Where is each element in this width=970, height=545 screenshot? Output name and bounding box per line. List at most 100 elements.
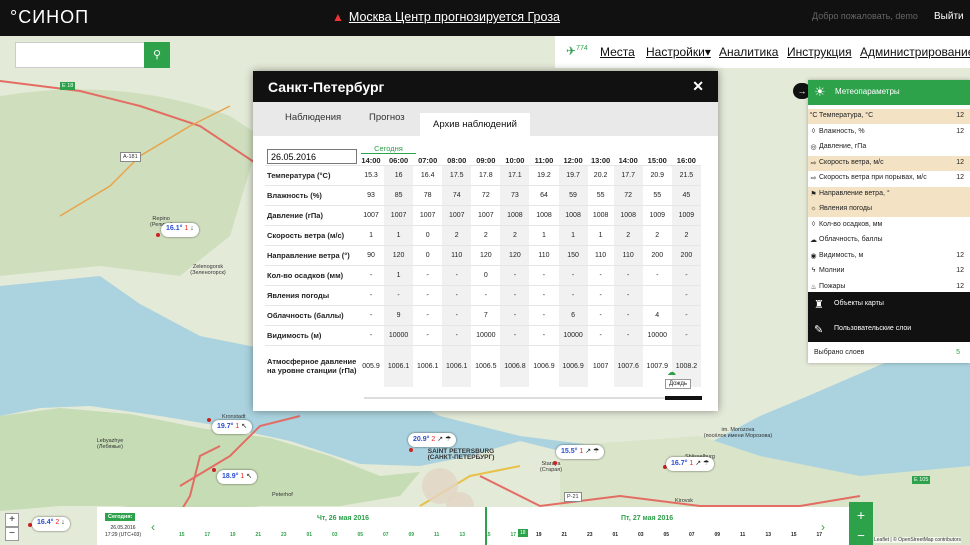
timeline-hour[interactable]: 17 xyxy=(816,532,823,538)
nav-places[interactable]: Места xyxy=(600,45,635,59)
scrollbar-thumb[interactable] xyxy=(665,396,702,400)
table-cell: - xyxy=(529,324,559,345)
station-dot[interactable] xyxy=(553,461,557,465)
panel-title: Метеопараметры xyxy=(835,87,900,96)
tab-archive[interactable]: Архив наблюдений xyxy=(420,113,530,136)
timeline-hour[interactable]: 09 xyxy=(714,532,721,538)
timeline-zoom-out-button[interactable]: − xyxy=(849,528,873,545)
close-icon[interactable]: ✕ xyxy=(692,78,704,94)
chevron-right-icon[interactable]: › xyxy=(821,520,825,534)
nav-instructions[interactable]: Инструкция xyxy=(787,45,852,59)
table-header-row: 14:00 06:00 07:00 08:00 09:00 10:00 11:0… xyxy=(265,154,701,165)
date-input[interactable] xyxy=(267,149,357,164)
layer-item[interactable]: ϟ Молнии 12 xyxy=(808,264,970,279)
nav-analytics[interactable]: Аналитика xyxy=(719,45,779,59)
layer-item[interactable]: ☁ Облачность, баллы xyxy=(808,233,970,248)
timeline-cursor[interactable] xyxy=(485,507,487,545)
station-dot[interactable] xyxy=(28,523,32,527)
place-spb: SAINT PETERSBURG (САНКТ-ПЕТЕРБУРГ) xyxy=(427,448,495,461)
timeline-hour[interactable]: 15 xyxy=(791,532,797,538)
layer-item[interactable]: ◊ Кол-во осадков, мм xyxy=(808,218,970,233)
nav-settings[interactable]: Настройки▾ xyxy=(646,45,711,59)
timeline-hour[interactable]: 01 xyxy=(612,532,619,538)
timeline-hour[interactable]: 21 xyxy=(561,532,568,538)
timeline-hour[interactable]: 09 xyxy=(408,532,415,538)
weather-marker-repino[interactable]: 16.1° 1 ↓ xyxy=(161,223,199,237)
weather-marker-lomonosov[interactable]: 18.9° 1 ↖ xyxy=(217,470,258,484)
timeline-hour[interactable]: 15 xyxy=(485,532,491,538)
timeline-hour[interactable]: 19 xyxy=(536,532,542,538)
chevron-left-icon[interactable]: ‹ xyxy=(151,520,155,534)
station-dot[interactable] xyxy=(156,233,160,237)
place-repino: Repino (Репино) xyxy=(150,216,173,228)
timeline-day-label: Пт, 27 мая 2016 xyxy=(621,515,674,522)
layer-item[interactable]: ⇨ Скорость ветра, м/с 12 xyxy=(808,155,970,171)
timeline-hour[interactable]: 13 xyxy=(459,532,466,538)
tab-observations[interactable]: Наблюдения xyxy=(285,112,342,123)
station-dot[interactable] xyxy=(409,448,413,452)
table-cell: 4 xyxy=(642,304,672,325)
weather-marker-sosnovy[interactable]: 16.4° 2 ↓ xyxy=(32,517,70,531)
tab-forecast[interactable]: Прогноз xyxy=(369,112,405,123)
station-dot[interactable] xyxy=(663,465,667,469)
layer-icon: ◉ xyxy=(810,252,817,260)
user-layers-button[interactable]: ✎ Пользовательские слои xyxy=(814,324,912,336)
station-dot[interactable] xyxy=(212,468,216,472)
timeline-hour[interactable]: 23 xyxy=(281,532,287,538)
timeline-hour[interactable]: 05 xyxy=(357,532,364,538)
panel-header[interactable]: ☀ Метеопараметры xyxy=(808,80,970,105)
timeline-hour[interactable]: 19 xyxy=(230,532,236,538)
layer-item[interactable]: ⚑ Направление ветра, ° xyxy=(808,186,970,202)
timeline-hour[interactable]: 11 xyxy=(434,532,440,538)
timeline-hour[interactable]: 21 xyxy=(255,532,262,538)
table-cell: 0 xyxy=(413,224,443,245)
timeline-hour[interactable]: 15 xyxy=(179,532,185,538)
wind-alert-counter[interactable]: ✈774 xyxy=(566,44,588,58)
timeline-hour[interactable]: 23 xyxy=(587,532,593,538)
timeline-hour[interactable]: 07 xyxy=(689,532,695,538)
timeline-hour[interactable]: 05 xyxy=(663,532,670,538)
layer-item[interactable]: ☼ Явления погоды xyxy=(808,202,970,217)
timeline-hour[interactable]: 13 xyxy=(765,532,772,538)
zoom-in-button[interactable]: + xyxy=(5,513,19,527)
map-objects-button[interactable]: ♜ Объекты карты xyxy=(814,299,884,311)
weather-marker-staraya[interactable]: 15.5° 1 ↗ ☂ xyxy=(556,445,605,459)
timeline-hour[interactable]: 03 xyxy=(332,532,338,538)
layers-panel: ☀ Метеопараметры °C Температура, °C 12 ◊ Вла… xyxy=(808,80,970,363)
zoom-out-button[interactable]: − xyxy=(5,527,19,541)
weather-marker-shlisselburg[interactable]: 16.7° 1 ↗ ☂ xyxy=(666,457,715,471)
search-button[interactable]: ⚲ xyxy=(144,42,170,68)
layer-item[interactable]: ◉ Видимость, м 12 xyxy=(808,249,970,264)
timeline-hour[interactable]: 01 xyxy=(306,532,313,538)
nav-administration[interactable]: Администрирование xyxy=(860,45,970,59)
weather-marker-spb[interactable]: 20.9° 2 ↗ ☂ xyxy=(408,433,457,447)
station-dot[interactable] xyxy=(207,418,211,422)
layer-item[interactable]: ⇨ Скорость ветра при порывах, м/с 12 xyxy=(808,171,970,186)
timeline-selected-hour[interactable]: 18 xyxy=(518,529,528,537)
weather-marker-kronstadt[interactable]: 19.7° 1 ↖ xyxy=(212,420,253,434)
panel-toggle-arrow-icon[interactable]: → xyxy=(793,83,811,99)
table-cell: 10000 xyxy=(384,324,414,345)
place-kirovsk: Kirovsk xyxy=(675,498,694,504)
table-cell: 7 xyxy=(471,304,501,325)
row-label: Видимость (м) xyxy=(265,324,358,345)
timeline-zoom-in-button[interactable]: + xyxy=(849,502,873,528)
table-row: Видимость (м) -10000- -10000- -10000- -10000… xyxy=(265,324,701,345)
app-logo[interactable]: °СИНОП xyxy=(10,7,90,27)
layer-item[interactable]: ◎ Давление, гПа xyxy=(808,140,970,155)
horizontal-scrollbar[interactable] xyxy=(364,397,702,399)
layer-item[interactable]: ◊ Влажность, % 12 xyxy=(808,125,970,140)
timeline-hour[interactable]: 07 xyxy=(383,532,389,538)
timeline-hour[interactable]: 11 xyxy=(740,532,746,538)
timeline-hour[interactable]: 17 xyxy=(204,532,211,538)
layer-item[interactable]: °C Температура, °C 12 xyxy=(808,109,970,124)
weather-alert-link[interactable]: ▲ Москва Центр прогнозируется Гроза xyxy=(332,10,560,24)
timeline-bar[interactable]: Сегодня: 26.05.2016 17:29 (UTC+03) ‹ Чт, … xyxy=(97,507,849,545)
timeline-hour[interactable]: 17 xyxy=(510,532,517,538)
timeline-hour[interactable]: 03 xyxy=(638,532,644,538)
map-attribution[interactable]: Leaflet | © OpenStreetMap contributors xyxy=(874,537,961,543)
hour-header: 10:00 xyxy=(505,155,525,165)
table-cell: 55 xyxy=(587,184,614,205)
layer-item[interactable]: ♨ Пожары 12 xyxy=(808,280,970,295)
logout-button[interactable]: Выйти xyxy=(934,11,964,22)
